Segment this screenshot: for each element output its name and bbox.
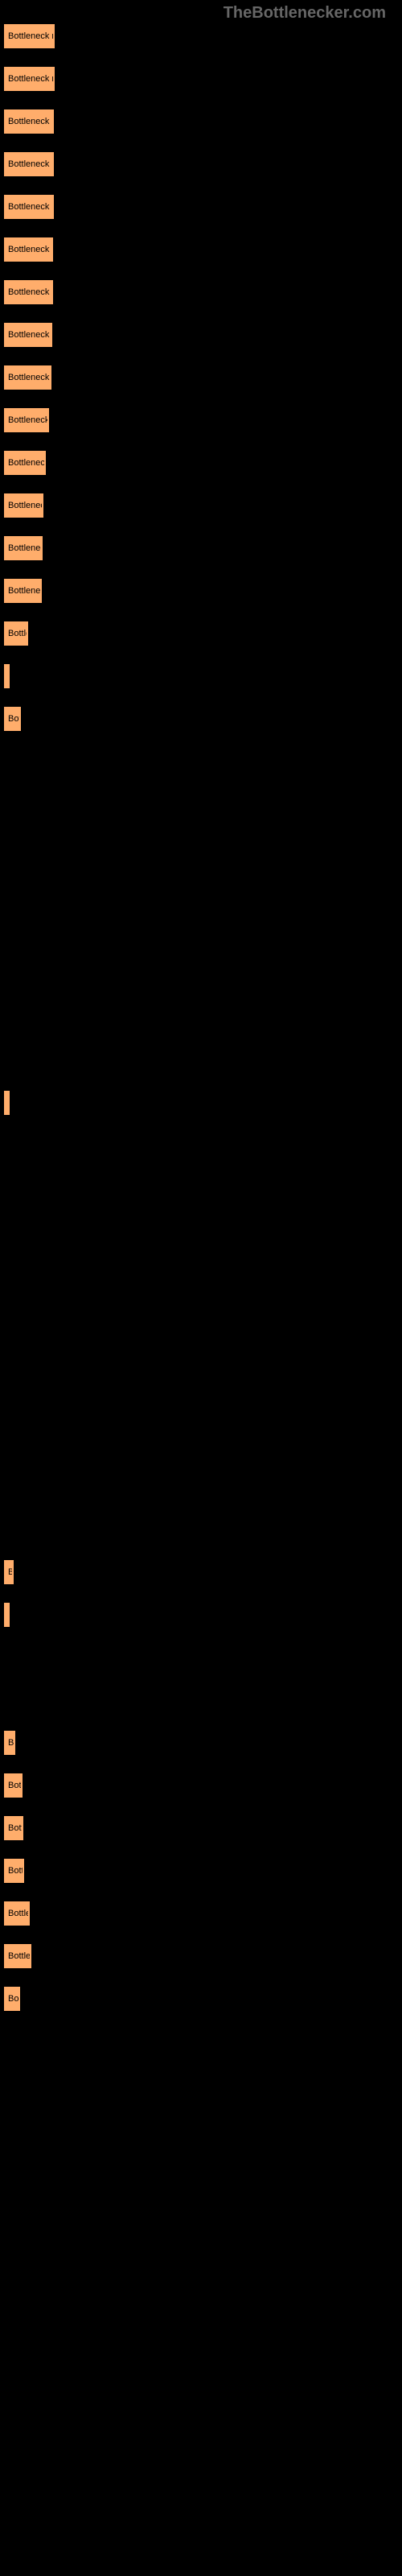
bar: Bottleneck r (4, 408, 49, 432)
bar: Bottleneck re (4, 280, 53, 304)
bar-row (4, 1219, 402, 1243)
bar-row (4, 1475, 402, 1499)
bar-row: Bottle (4, 621, 402, 646)
bar-row: Bottleneck re (4, 195, 402, 219)
bar-row: Bottleneck re (4, 152, 402, 176)
bar-row (4, 1176, 402, 1200)
bar-row: Bott (4, 1816, 402, 1840)
bar-row: Bottleneck re (4, 323, 402, 347)
bar-row (4, 1133, 402, 1158)
bar-row: Bott (4, 1859, 402, 1883)
bar-row (4, 1389, 402, 1414)
bar-row: Bottleneck (4, 579, 402, 603)
bar: Bott (4, 1773, 23, 1798)
bar-row (4, 1005, 402, 1030)
bar: Bottleneck re (4, 237, 53, 262)
bar: B (4, 1091, 10, 1115)
bar-row: Bo (4, 1560, 402, 1584)
bar-row (4, 920, 402, 944)
bar-row: Bo (4, 1731, 402, 1755)
bar: Bottleneck re (4, 195, 54, 219)
watermark-text: TheBottlenecker.com (224, 4, 386, 23)
bar-row (4, 1432, 402, 1456)
bar-row: B (4, 1091, 402, 1115)
bar: Bottleneck re (4, 365, 51, 390)
bar: Bott (4, 1816, 23, 1840)
bar: Bottleneck re (4, 323, 52, 347)
bar-row: | (4, 1603, 402, 1627)
bar: Bottleneck res (4, 67, 55, 91)
bar: Bottleneck res (4, 24, 55, 48)
bar-row: Bottleneck (4, 451, 402, 475)
bar-row: Bottleneck res (4, 24, 402, 48)
bar-row: Bottleneck r (4, 408, 402, 432)
bar-row (4, 877, 402, 902)
bar-row: Bottleneck re (4, 280, 402, 304)
bar: Bottle (4, 621, 28, 646)
bar: Bottleneck (4, 493, 43, 518)
bar-row: Bottleneck re (4, 109, 402, 134)
bar-row: Bot (4, 1987, 402, 2011)
bar-row (4, 749, 402, 774)
bar-row: Bottle (4, 1944, 402, 1968)
bar-row: Bottleneck re (4, 237, 402, 262)
bar-row: Bottleneck (4, 536, 402, 560)
bar-row (4, 1304, 402, 1328)
bar: Bot (4, 1987, 20, 2011)
bar-row (4, 1048, 402, 1072)
bar-row: Bottleneck res (4, 67, 402, 91)
bar: Bo (4, 1731, 15, 1755)
bar-row: Bottleneck (4, 493, 402, 518)
bar-row: Bottleneck re (4, 365, 402, 390)
bar: Bottleneck (4, 579, 42, 603)
bar-chart: Bottleneck res Bottleneck res Bottleneck r… (0, 0, 402, 2011)
bar-row: Bott (4, 1773, 402, 1798)
bar: Bo (4, 1560, 14, 1584)
bar: | (4, 1603, 10, 1627)
bar-row (4, 1517, 402, 1542)
bar-row: Bott (4, 707, 402, 731)
bar-row (4, 1347, 402, 1371)
bar: Bott (4, 1859, 24, 1883)
bar-row (4, 963, 402, 987)
bar-row (4, 1688, 402, 1712)
bar-row (4, 1645, 402, 1670)
bar: Bottleneck re (4, 152, 54, 176)
bar-row (4, 792, 402, 816)
bar-row: | (4, 664, 402, 688)
bar-row (4, 835, 402, 859)
bar: Bottleneck (4, 451, 46, 475)
bar: Bottle (4, 1944, 31, 1968)
bar-row (4, 1261, 402, 1286)
bar: Bottleneck (4, 536, 43, 560)
bar: Bott (4, 707, 21, 731)
bar: | (4, 664, 10, 688)
bar: Bottle (4, 1901, 30, 1926)
bar: Bottleneck re (4, 109, 54, 134)
bar-row: Bottle (4, 1901, 402, 1926)
